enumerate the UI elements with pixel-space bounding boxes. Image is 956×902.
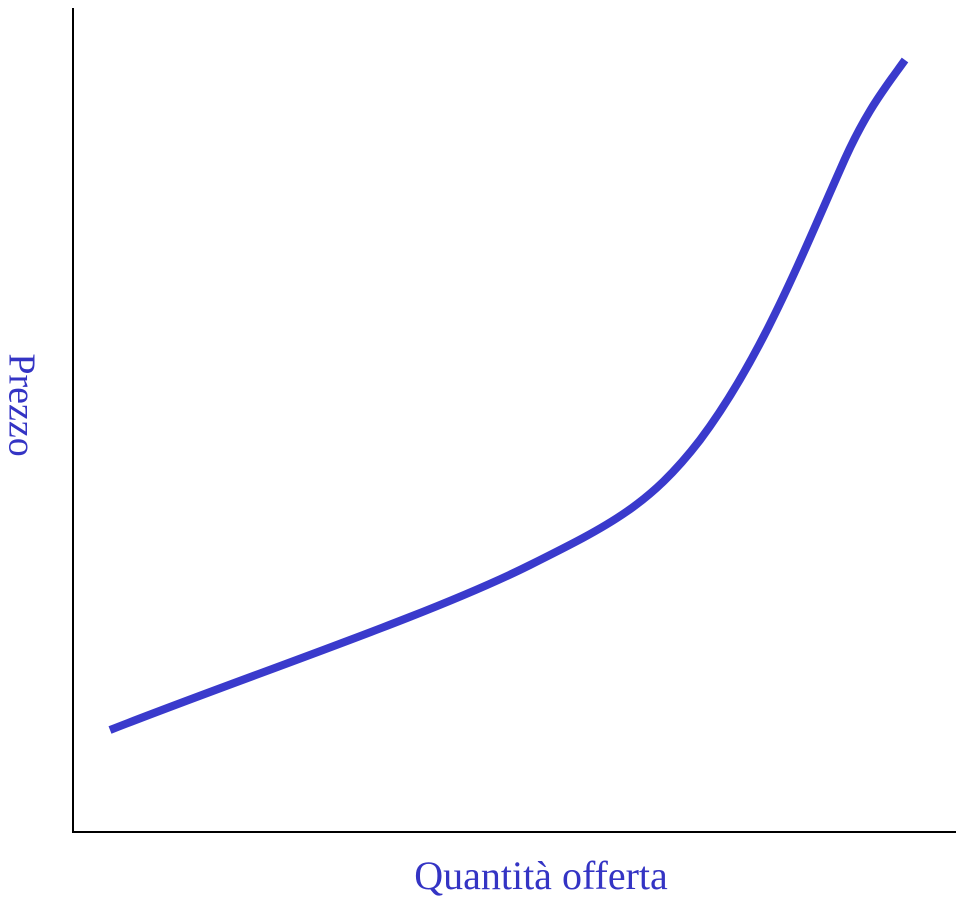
x-axis-label: Quantità offerta: [414, 853, 668, 898]
supply-curve: [108, 57, 909, 734]
y-axis-label: Prezzo: [0, 353, 42, 456]
